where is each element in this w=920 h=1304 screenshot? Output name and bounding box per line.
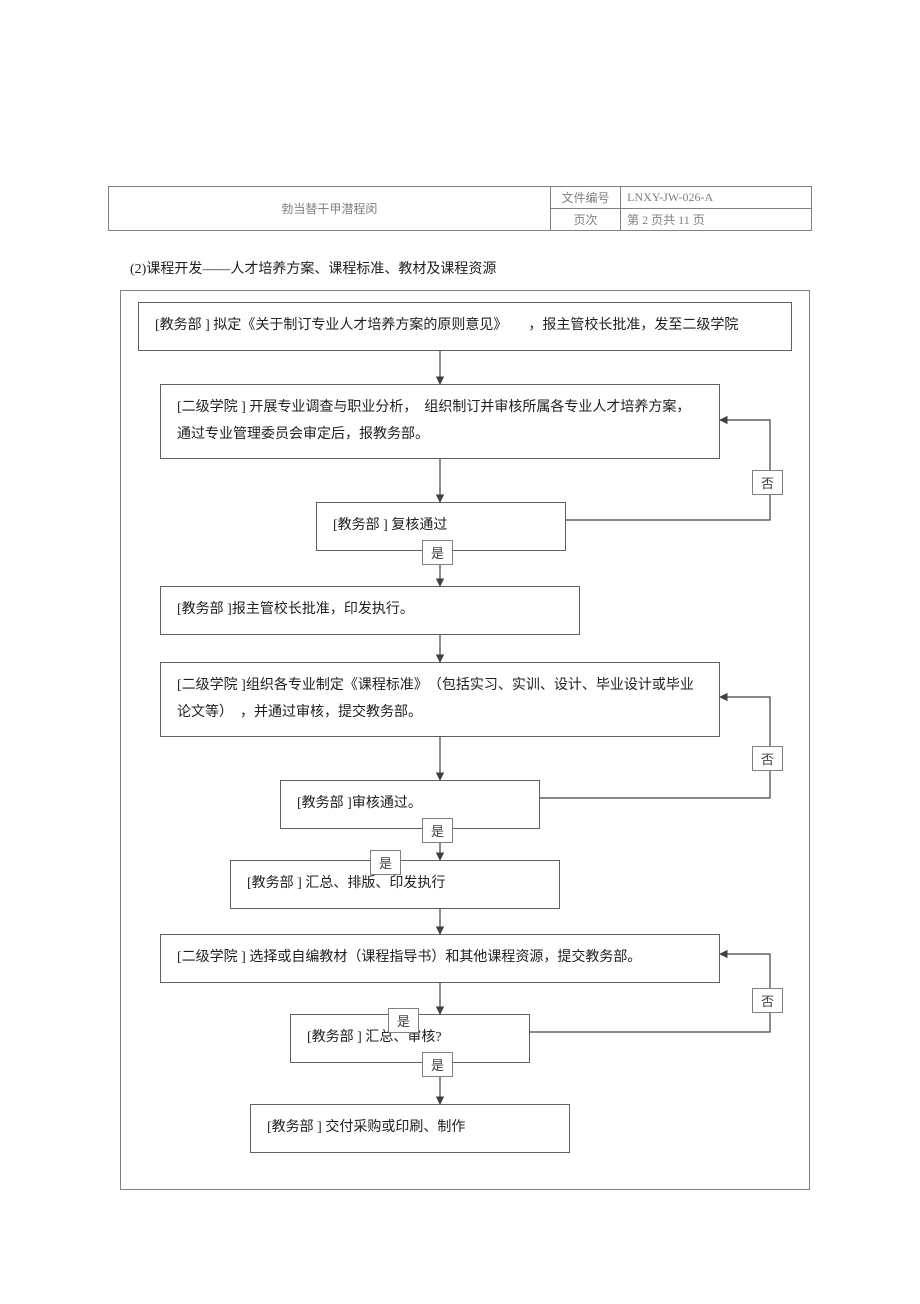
flow-label-no: 否	[752, 470, 783, 495]
flow-label-yes: 是	[422, 1052, 453, 1077]
flow-node-n5: [二级学院 ]组织各专业制定《课程标准》 （包括实习、实训、设计、毕业设计或毕业…	[160, 662, 720, 737]
flow-node-n1: [教务部 ] 拟定《关于制订专业人才培养方案的原则意见》 ，报主管校长批准，发至…	[138, 302, 792, 351]
flow-label-no: 否	[752, 988, 783, 1013]
doc-header-table: 勃当替干甲潜程闵 文件编号 LNXY-JW-026-A 页次 第 2 页共 11…	[108, 186, 812, 231]
flow-label-yes: 是	[422, 818, 453, 843]
page-value: 第 2 页共 11 页	[621, 209, 812, 231]
flow-node-n4: [教务部 ]报主管校长批准，印发执行。	[160, 586, 580, 635]
page-label: 页次	[550, 209, 620, 231]
doc-no-label: 文件编号	[550, 187, 620, 209]
flow-node-n8: [二级学院 ] 选择或自编教材（课程指导书）和其他课程资源，提交教务部。	[160, 934, 720, 983]
flow-node-n2: [二级学院 ] 开展专业调查与职业分析， 组织制订并审核所属各专业人才培养方案，…	[160, 384, 720, 459]
doc-title: 勃当替干甲潜程闵	[109, 187, 551, 231]
flow-node-n6: [教务部 ]审核通过。	[280, 780, 540, 829]
section-heading: (2)课程开发——人才培养方案、课程标准、教材及课程资源	[130, 258, 496, 278]
doc-no-value: LNXY-JW-026-A	[621, 187, 812, 209]
flow-label-yes: 是	[370, 850, 401, 875]
flow-label-yes: 是	[388, 1008, 419, 1033]
flow-label-yes: 是	[422, 540, 453, 565]
flowchart-diagram: [教务部 ] 拟定《关于制订专业人才培养方案的原则意见》 ，报主管校长批准，发至…	[120, 290, 810, 1190]
flow-label-no: 否	[752, 746, 783, 771]
flow-node-n10: [教务部 ] 交付采购或印刷、制作	[250, 1104, 570, 1153]
